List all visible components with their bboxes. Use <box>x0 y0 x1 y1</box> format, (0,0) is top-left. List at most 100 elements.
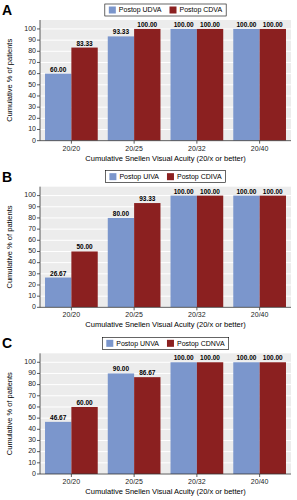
y-tick <box>37 251 40 252</box>
data-label: 90.00 <box>113 365 130 372</box>
x-ticks: 20/2020/2520/3220/40 <box>63 307 269 318</box>
data-labels: 26.6780.00100.00100.0050.0093.33100.0010… <box>50 188 283 277</box>
x-tick <box>259 307 260 310</box>
x-tick <box>134 474 135 477</box>
data-label: 60.00 <box>50 66 67 73</box>
panel: 46.6790.00100.00100.0060.0086.67100.0010… <box>2 335 291 496</box>
y-tick-label: 100 <box>24 25 36 32</box>
bars <box>45 196 286 308</box>
data-label: 100.00 <box>200 21 220 28</box>
grid-line <box>40 307 291 308</box>
x-tick-label: 20/32 <box>188 145 206 152</box>
data-label: 86.67 <box>139 369 156 376</box>
y-tick <box>37 429 40 430</box>
bar <box>197 362 223 474</box>
legend: Postop UIVAPostop CDIVA <box>105 171 225 183</box>
data-labels: 60.0093.33100.00100.0083.33100.00100.001… <box>50 21 283 73</box>
x-tick-label: 20/25 <box>125 145 143 152</box>
bar <box>260 362 286 474</box>
y-tick <box>37 462 40 463</box>
y-tick <box>37 362 40 363</box>
bar <box>171 362 197 474</box>
y-tick-label: 100 <box>24 358 36 365</box>
bar <box>233 29 259 141</box>
y-tick <box>37 28 40 29</box>
y-tick <box>37 418 40 419</box>
x-axis-line <box>40 140 291 141</box>
bar <box>108 373 134 474</box>
x-tick-label: 20/32 <box>188 478 206 485</box>
data-label: 100.00 <box>174 21 194 28</box>
y-tick-label: 20 <box>28 447 36 454</box>
y-tick <box>37 262 40 263</box>
legend-label: Postop CDVA <box>180 6 223 14</box>
x-axis-line <box>40 474 291 475</box>
data-label: 100.00 <box>263 21 283 28</box>
legend-swatch <box>109 173 116 180</box>
y-tick-label: 30 <box>28 270 36 277</box>
legend-swatch <box>170 7 177 14</box>
x-tick-label: 20/32 <box>188 311 206 318</box>
bar <box>260 196 286 308</box>
legend-label: Postop CDNVA <box>177 340 225 348</box>
legend: Postop UDVAPostop CDVA <box>105 4 226 16</box>
x-ticks: 20/2020/2520/3220/40 <box>63 141 269 152</box>
x-tick <box>134 141 135 144</box>
grid-line <box>40 474 291 475</box>
data-label: 93.33 <box>113 28 130 35</box>
bars <box>45 362 286 474</box>
y-tick <box>37 451 40 452</box>
legend-swatch <box>109 7 116 14</box>
data-label: 60.00 <box>76 399 93 406</box>
bar <box>45 422 71 474</box>
bar <box>134 29 160 141</box>
y-axis-line <box>40 353 41 474</box>
bar <box>171 29 197 141</box>
bar <box>108 36 134 140</box>
y-tick-label: 90 <box>28 369 36 376</box>
y-tick-label: 50 <box>28 247 36 254</box>
y-tick <box>37 296 40 297</box>
legend-label: Postop UNVA <box>116 340 159 348</box>
y-tick-label: 20 <box>28 114 36 121</box>
x-tick-label: 20/40 <box>251 478 269 485</box>
x-tick <box>71 307 72 310</box>
y-tick <box>37 206 40 207</box>
x-tick <box>196 474 197 477</box>
bar <box>197 196 223 308</box>
y-axis-line <box>40 20 41 141</box>
data-label: 100.00 <box>200 354 220 361</box>
bar <box>171 196 197 308</box>
y-tick-label: 10 <box>28 459 36 466</box>
y-tick-label: 0 <box>32 303 36 310</box>
x-tick-label: 20/20 <box>63 311 81 318</box>
plot-background <box>40 20 291 141</box>
y-axis-label: Cumulative % of patients <box>5 205 14 288</box>
figure: 60.0093.33100.00100.0083.33100.00100.001… <box>0 0 297 500</box>
x-axis-label: Cumulative Snellen Visual Acuity (20/x o… <box>85 320 246 329</box>
x-tick-label: 20/20 <box>63 478 81 485</box>
y-tick-label: 30 <box>28 436 36 443</box>
x-ticks: 20/2020/2520/3220/40 <box>63 474 269 485</box>
bar <box>233 362 259 474</box>
legend-label: Postop UIVA <box>119 173 159 181</box>
bar <box>71 407 97 474</box>
x-tick <box>134 307 135 310</box>
y-tick <box>37 406 40 407</box>
legend-frame <box>105 4 226 16</box>
data-label: 100.00 <box>174 354 194 361</box>
y-tick <box>37 474 40 475</box>
y-tick <box>37 373 40 374</box>
bar <box>71 48 97 141</box>
bar <box>197 29 223 141</box>
data-label: 100.00 <box>237 354 257 361</box>
bars <box>45 29 286 141</box>
y-tick-label: 0 <box>32 137 36 144</box>
y-tick <box>37 229 40 230</box>
x-tick <box>71 474 72 477</box>
y-tick-label: 40 <box>28 425 36 432</box>
data-label: 93.33 <box>139 195 156 202</box>
data-label: 100.00 <box>137 21 157 28</box>
y-ticks: 0102030405060708090100 <box>24 358 40 477</box>
y-tick <box>37 118 40 119</box>
